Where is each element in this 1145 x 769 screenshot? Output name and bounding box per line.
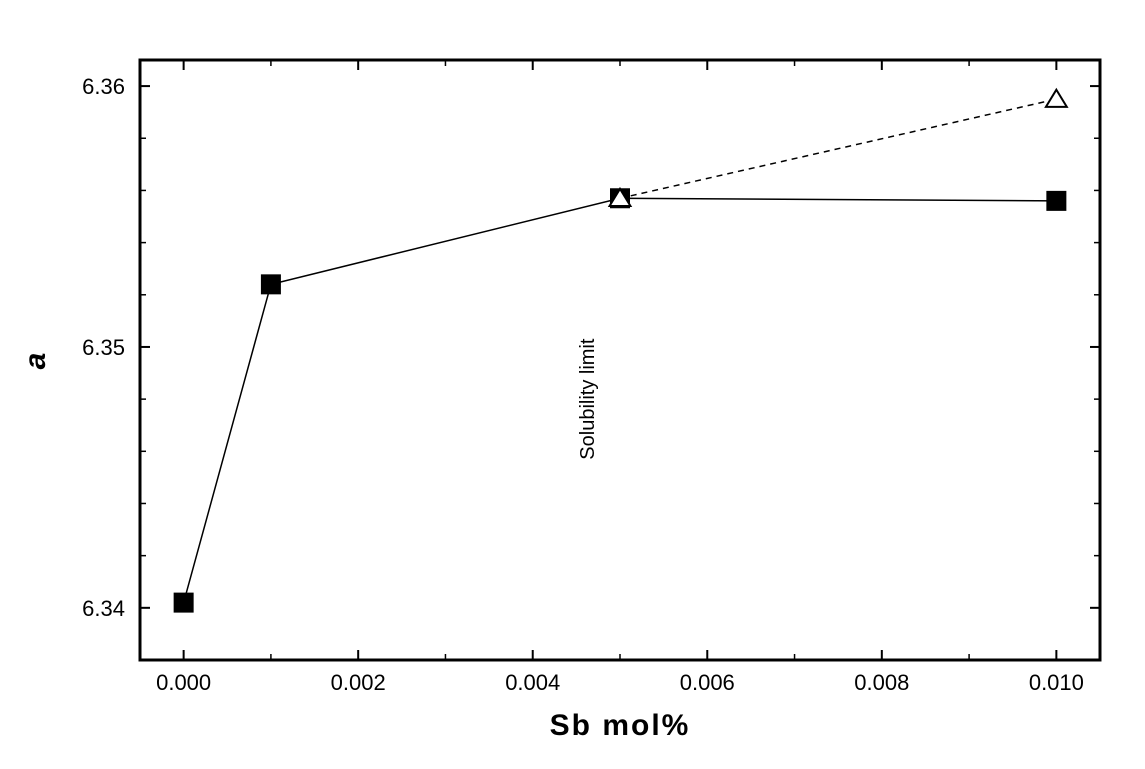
ytick-label: 6.34 (82, 596, 125, 621)
xtick-label: 0.008 (854, 670, 909, 695)
xtick-label: 0.006 (680, 670, 735, 695)
marker-square-filled (1046, 191, 1066, 211)
chart-bg (0, 0, 1145, 769)
chart-svg: 0.000 0.002 0.004 0.006 0.008 0.010 6.34 6.35 6.… (0, 0, 1145, 769)
marker-square-filled (261, 274, 281, 294)
y-axis-label: a (19, 351, 52, 370)
chart-container: 0.000 0.002 0.004 0.006 0.008 0.010 6.34 6.35 6.… (0, 0, 1145, 769)
xtick-label: 0.004 (505, 670, 560, 695)
x-axis-label: Sb mol% (550, 709, 691, 742)
xtick-label: 0.002 (331, 670, 386, 695)
ytick-label: 6.35 (82, 335, 125, 360)
xtick-label: 0.010 (1029, 670, 1084, 695)
marker-square-filled (174, 593, 194, 613)
xtick-label: 0.000 (156, 670, 211, 695)
solubility-limit-label: Solubility limit (577, 338, 599, 460)
ytick-label: 6.36 (82, 74, 125, 99)
